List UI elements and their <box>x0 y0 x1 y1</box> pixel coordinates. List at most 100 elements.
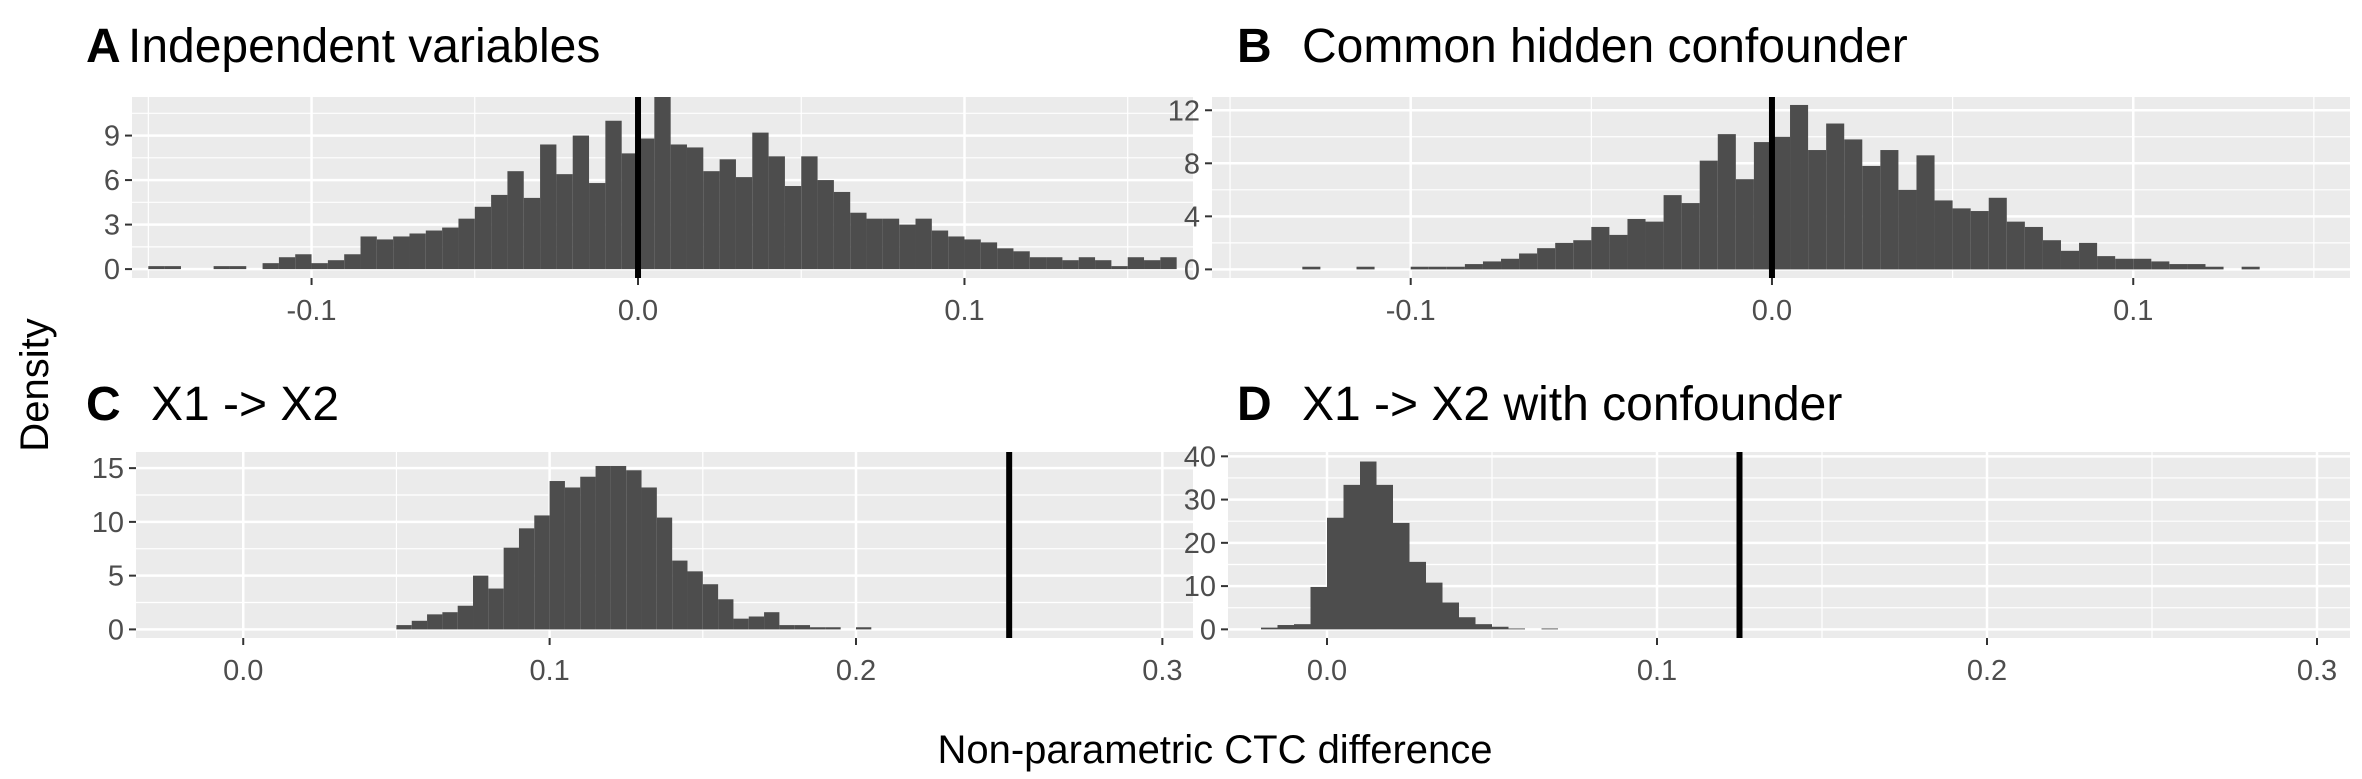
panel-letter: D <box>1237 378 1272 431</box>
histogram-bar <box>1790 104 1809 270</box>
y-tick-label: 6 <box>104 165 120 197</box>
histogram-bar <box>1826 123 1845 270</box>
x-tick-label: 0.1 <box>2113 295 2153 327</box>
histogram-bar <box>1078 257 1096 270</box>
histogram-bar <box>427 614 443 630</box>
histogram-bar <box>654 97 671 270</box>
histogram-bar <box>1753 142 1772 270</box>
histogram-bar <box>1261 627 1278 630</box>
histogram-bar <box>229 266 247 270</box>
histogram-bar <box>2187 264 2206 270</box>
histogram-bar <box>474 206 492 270</box>
histogram-bar <box>1482 261 1502 270</box>
histogram-bar <box>687 571 703 630</box>
x-tick-label: 0.2 <box>1967 655 2007 687</box>
y-tick-label: 10 <box>1184 571 1216 603</box>
histogram-bar <box>473 575 489 630</box>
histogram-bar <box>1735 179 1754 270</box>
histogram-bar <box>1294 624 1311 630</box>
histogram-bar <box>1426 582 1443 630</box>
histogram-bar <box>360 236 377 270</box>
histogram-bar <box>1681 203 1700 270</box>
histogram-bar <box>670 144 687 270</box>
panel-title: X1 -> X2 <box>151 378 339 431</box>
histogram-bar <box>702 584 719 630</box>
histogram-bar <box>409 233 426 270</box>
histogram-bar <box>1717 134 1736 270</box>
histogram-bar <box>1898 189 1917 270</box>
histogram-bar <box>278 257 296 270</box>
histogram-bar <box>534 515 550 630</box>
y-tick-label: 15 <box>92 453 124 485</box>
x-tick-label: 0.3 <box>2297 655 2337 687</box>
histogram-bar <box>1844 139 1863 270</box>
histogram-bar <box>262 263 279 270</box>
histogram-bar <box>882 218 900 270</box>
histogram-bar <box>1475 624 1492 630</box>
histogram-bar <box>411 620 428 630</box>
histogram-bar <box>1880 150 1899 270</box>
histogram-bar <box>686 147 704 270</box>
histogram-bar <box>580 476 596 630</box>
histogram-bar <box>855 627 872 630</box>
histogram-bar <box>393 236 410 270</box>
histogram-bar <box>1508 628 1525 630</box>
histogram-bar <box>1029 257 1047 270</box>
histogram-bar <box>2024 226 2043 270</box>
histogram-bar <box>948 236 965 270</box>
histogram-bar <box>523 197 541 270</box>
histogram-bar <box>733 618 749 630</box>
y-tick-label: 30 <box>1184 485 1216 517</box>
histogram-bar <box>784 186 802 270</box>
y-tick-label: 12 <box>1168 95 1200 127</box>
panel-c: C X1 -> X2 0 5 10 15 0.0 0.1 0.2 0.3 <box>86 378 1193 687</box>
histogram-bar <box>2169 264 2188 270</box>
x-tick-label: 0.1 <box>1637 655 1677 687</box>
x-axis-title: Non-parametric CTC difference <box>937 728 1492 772</box>
histogram-bar <box>1013 251 1030 270</box>
panel-letter: A <box>86 20 121 73</box>
panel-a: A Independent variables 0 3 6 9 -0.1 0.0 0.1 <box>86 20 1193 327</box>
panel-title: X1 -> X2 with confounder <box>1302 378 1842 431</box>
histogram-bar <box>1160 257 1177 270</box>
x-tick-label: 0.0 <box>223 655 263 687</box>
histogram-bar <box>1541 628 1558 630</box>
histogram-bar <box>1428 266 1447 270</box>
panel-letter: B <box>1237 20 1272 73</box>
histogram-bar <box>1376 484 1393 630</box>
histogram-bar <box>425 230 443 270</box>
histogram-bar <box>735 177 753 270</box>
histogram-bar <box>997 248 1014 270</box>
histogram-bar <box>1492 626 1509 630</box>
y-tick-label: 9 <box>104 121 120 153</box>
histogram-bar <box>1970 211 1989 270</box>
histogram-bar <box>311 263 328 270</box>
histogram-bar <box>213 266 230 270</box>
histogram-bar <box>503 547 519 630</box>
histogram-bar <box>1952 208 1971 270</box>
histogram-bar <box>1409 561 1426 630</box>
histogram-bar <box>458 218 475 270</box>
histogram-bar <box>376 239 394 270</box>
histogram-bar <box>595 465 611 630</box>
histogram-bar <box>1771 136 1791 270</box>
histogram-bar <box>1095 260 1112 270</box>
panel-b: B Common hidden confounder 0 4 8 12 -0.1 0.0 0.1 <box>1168 20 2350 327</box>
histogram-bar <box>1127 257 1145 270</box>
histogram-bar <box>810 627 826 630</box>
histogram-bar <box>768 156 785 270</box>
histogram-bar <box>1537 248 1556 270</box>
histogram-bar <box>825 627 841 630</box>
panel-d: D X1 -> X2 with confounder 0 10 20 30 40 0.0 0.1… <box>1184 378 2350 687</box>
histogram-bar <box>641 487 657 630</box>
histogram-bar <box>899 224 916 270</box>
histogram-bar <box>295 254 312 270</box>
histogram-bar <box>964 239 981 270</box>
histogram-bar <box>764 612 780 630</box>
histogram-bar <box>915 218 932 270</box>
histogram-bar <box>589 183 606 270</box>
y-tick-label: 0 <box>104 254 120 286</box>
histogram-bar <box>442 227 459 270</box>
histogram-bar <box>672 560 688 630</box>
